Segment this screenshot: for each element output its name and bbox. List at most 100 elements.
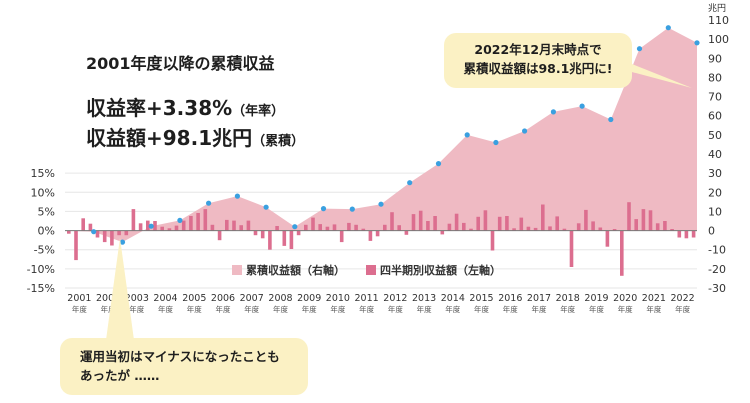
quarterly-bar <box>526 226 531 231</box>
quarterly-bar <box>505 216 509 231</box>
right-tick-label: 110 <box>708 14 729 27</box>
legend-bar-label: 四半期別収益額（左軸） <box>380 264 501 277</box>
right-axis: 兆円 -30 -20 -10 0 10 20 30 40 50 60 70 80 90 100 110 <box>708 3 729 295</box>
quarterly-bar <box>490 230 495 251</box>
cumulative-point <box>148 223 154 229</box>
cumulative-point <box>119 239 126 245</box>
x-year-label: 2007 <box>240 293 264 304</box>
left-axis: -15% -10% -5% 0% 5% 10% 15% <box>27 167 55 295</box>
x-year-label: 2012 <box>383 293 407 304</box>
cumulative-point <box>292 224 298 230</box>
quarterly-bar <box>325 226 330 231</box>
headline-rate: 収益率+3.38%（年率） <box>86 92 284 121</box>
quarterly-bar <box>282 230 287 246</box>
cumulative-point <box>320 206 327 212</box>
quarterly-bar <box>411 214 416 231</box>
quarterly-bar <box>440 230 445 235</box>
x-year-label: 2019 <box>584 293 608 304</box>
quarterly-bar <box>555 216 559 231</box>
quarterly-bar <box>533 227 538 231</box>
x-year-label: 2002 <box>96 293 120 304</box>
cumulative-point <box>206 200 212 206</box>
quarterly-bar <box>332 224 337 231</box>
quarterly-bar <box>203 209 208 231</box>
quarterly-bar <box>304 224 308 231</box>
quarterly-bar <box>339 230 344 243</box>
cumulative-point <box>234 193 240 199</box>
quarterly-bar <box>476 216 480 231</box>
x-axis: 2001年度2002年度2003年度2004年度2005年度2006年度2007… <box>67 293 694 314</box>
cumulative-point <box>665 25 671 31</box>
x-year-label: 2006 <box>211 293 235 304</box>
cumulative-point <box>435 161 442 167</box>
quarterly-bar <box>483 210 488 231</box>
quarterly-bar <box>246 220 251 231</box>
right-tick-label: 50 <box>708 129 722 142</box>
x-year-label: 2009 <box>297 293 321 304</box>
x-year-label: 2014 <box>441 293 465 304</box>
right-tick-label: 10 <box>708 205 722 218</box>
quarterly-bar <box>347 222 351 231</box>
x-sub-label: 年度 <box>359 304 374 314</box>
quarterly-bar <box>81 218 85 231</box>
quarterly-bar <box>390 212 394 231</box>
x-year-label: 2001 <box>67 293 91 304</box>
x-sub-label: 年度 <box>646 304 661 314</box>
x-sub-label: 年度 <box>330 304 345 314</box>
x-year-label: 2003 <box>125 293 149 304</box>
x-year-label: 2018 <box>556 293 580 304</box>
headline-amount: 収益額+98.1兆円（累積） <box>86 122 304 151</box>
quarterly-bar <box>174 225 179 231</box>
quarterly-bar <box>663 221 667 231</box>
quarterly-bar <box>598 227 603 231</box>
legend-area: 累積収益額（右軸） <box>232 262 345 278</box>
left-tick-label: 10% <box>31 186 55 199</box>
quarterly-bars-layer <box>67 202 696 276</box>
x-year-label: 2013 <box>412 293 436 304</box>
x-sub-label: 年度 <box>474 304 489 314</box>
right-tick-label: 80 <box>708 71 722 84</box>
quarterly-bar <box>361 228 366 231</box>
x-sub-label: 年度 <box>445 304 460 314</box>
quarterly-bar <box>239 225 243 231</box>
cumulative-point <box>177 217 183 223</box>
cumulative-point <box>263 204 269 210</box>
left-tick-label: -5% <box>34 244 55 257</box>
x-year-label: 2016 <box>498 293 522 304</box>
quarterly-bar <box>605 230 610 247</box>
cumulative-point <box>608 116 614 123</box>
quarterly-bar <box>117 230 121 236</box>
right-tick-label: 60 <box>708 110 722 123</box>
quarterly-bar <box>225 219 229 231</box>
left-tick-label: -10% <box>27 263 55 276</box>
quarterly-bar <box>469 228 473 231</box>
quarterly-bar <box>677 230 682 238</box>
x-sub-label: 年度 <box>503 304 518 314</box>
cumulative-area-layer <box>65 27 697 243</box>
right-tick-label: -30 <box>708 282 726 295</box>
x-sub-label: 年度 <box>244 304 259 314</box>
rate-label: 収益率 <box>86 96 146 120</box>
quarterly-bar <box>67 230 71 234</box>
x-sub-label: 年度 <box>388 304 403 314</box>
quarterly-bar <box>447 223 452 231</box>
quarterly-bar <box>426 221 430 231</box>
quarterly-bar <box>131 209 136 231</box>
quarterly-bar <box>584 209 588 231</box>
x-year-label: 2004 <box>153 293 177 304</box>
cumulative-point <box>464 132 470 138</box>
x-sub-label: 年度 <box>101 304 116 314</box>
x-sub-label: 年度 <box>417 304 432 314</box>
x-sub-label: 年度 <box>158 304 173 314</box>
quarterly-bar <box>189 216 193 231</box>
cumulative-point <box>493 139 499 146</box>
x-year-label: 2021 <box>642 293 666 304</box>
x-sub-label: 年度 <box>72 304 87 314</box>
legend-area-label: 累積収益額（右軸） <box>246 264 345 277</box>
left-tick-label: 0% <box>38 225 55 238</box>
x-year-label: 2010 <box>326 293 350 304</box>
quarterly-bar <box>454 213 459 231</box>
quarterly-bar <box>289 230 294 249</box>
cumulative-area <box>65 27 697 243</box>
x-sub-label: 年度 <box>273 304 288 314</box>
